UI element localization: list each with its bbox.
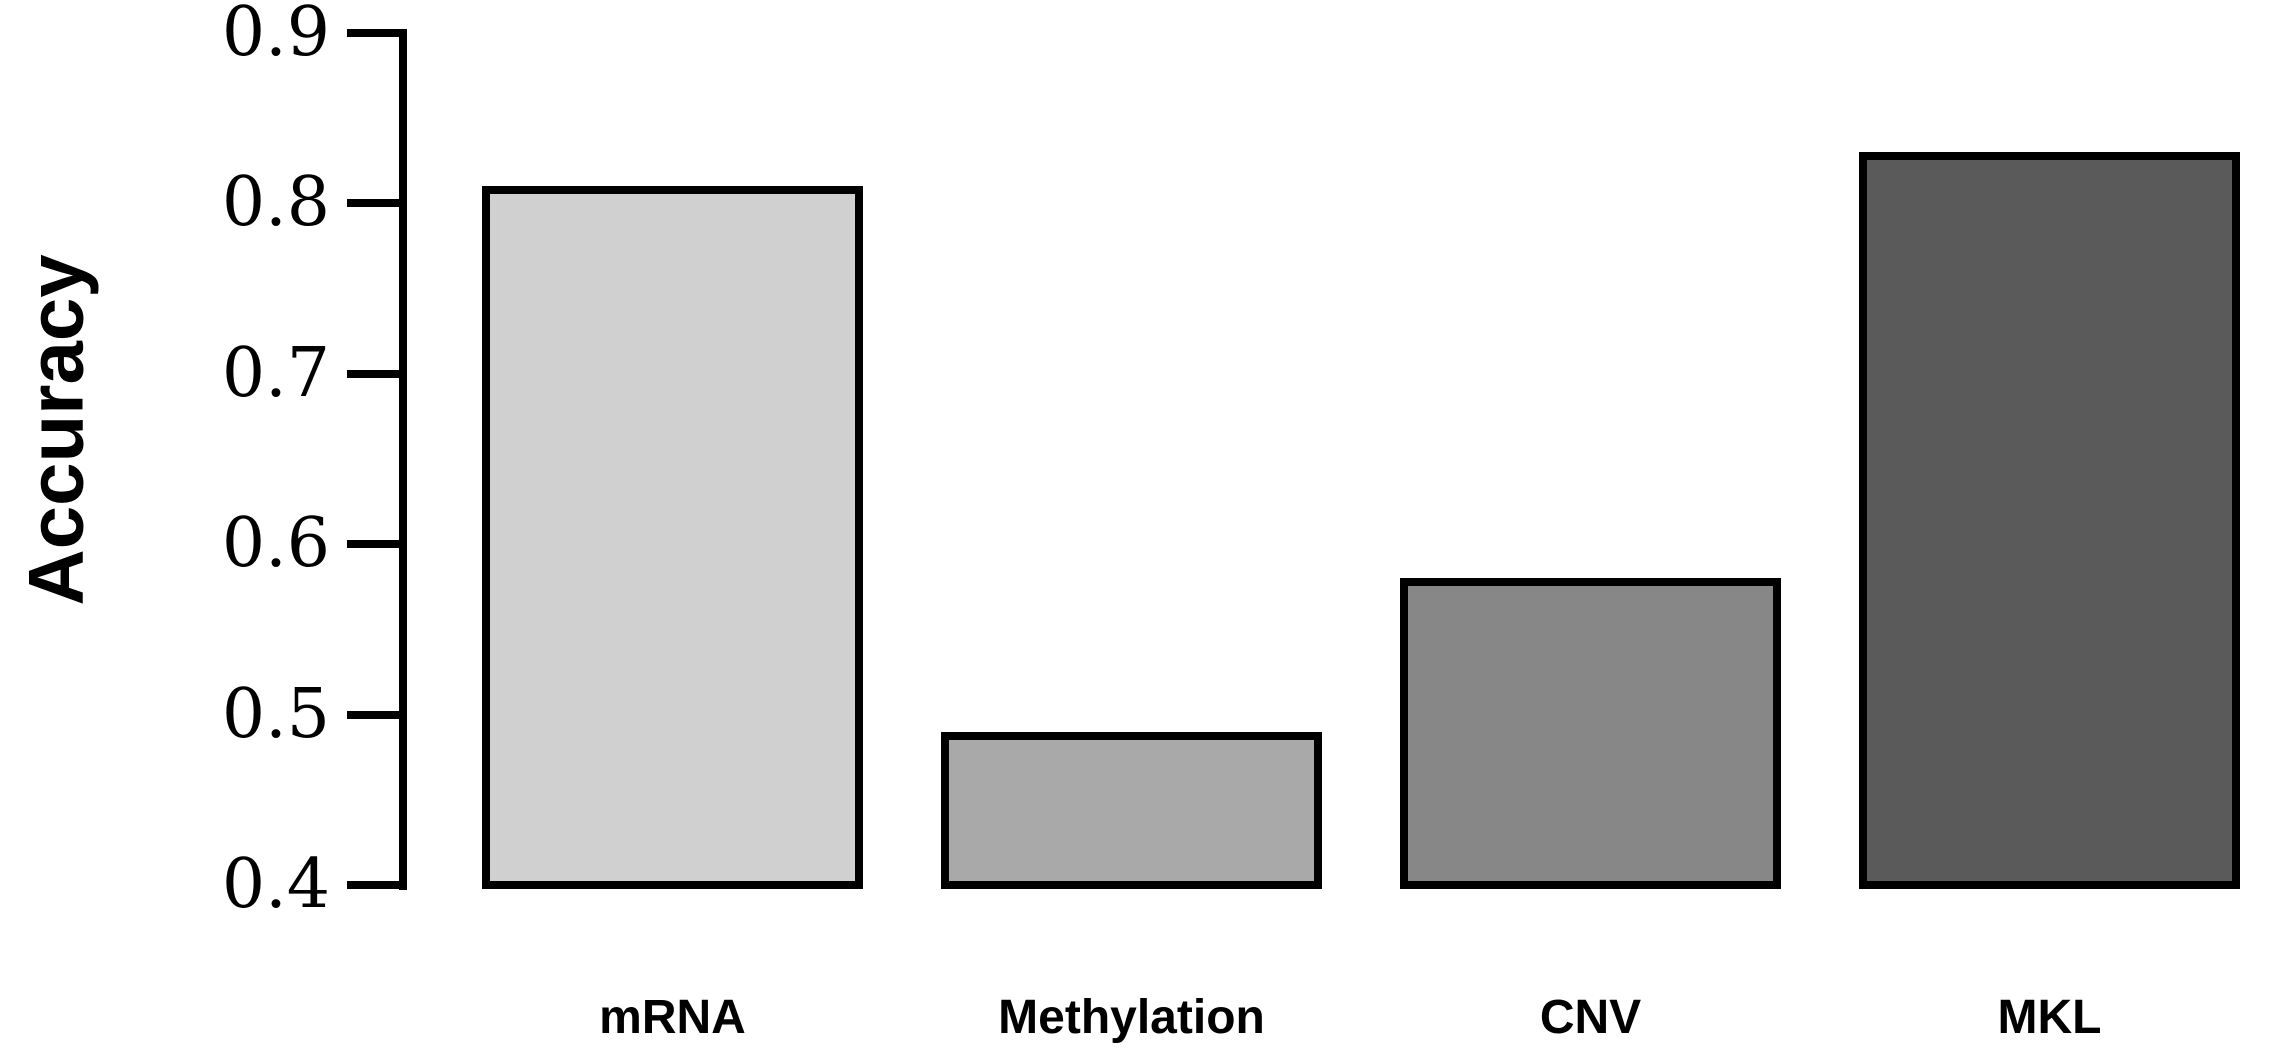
y-tick-label: 0.7 xyxy=(221,333,330,413)
x-axis-label-MKL: MKL xyxy=(1997,991,2102,1044)
y-axis-line xyxy=(399,29,407,890)
y-tick-mark xyxy=(347,29,403,37)
bar-CNV xyxy=(1400,578,1781,889)
x-axis-label-Methylation: Methylation xyxy=(998,991,1265,1044)
bar-Methylation xyxy=(941,731,1322,889)
x-axis-label-mRNA: mRNA xyxy=(599,991,746,1044)
y-tick-mark xyxy=(347,369,403,378)
y-tick-label: 0.5 xyxy=(221,674,330,754)
x-axis-label-CNV: CNV xyxy=(1539,991,1642,1044)
y-tick-label: 0.8 xyxy=(221,163,330,243)
y-tick-label: 0.4 xyxy=(221,845,330,924)
y-tick-mark xyxy=(347,199,403,208)
y-tick-label: 0.9 xyxy=(221,0,330,72)
y-tick-mark xyxy=(347,881,403,889)
bar-MKL xyxy=(1859,152,2240,889)
bar-mRNA xyxy=(482,186,863,889)
y-tick-mark xyxy=(347,540,403,549)
y-tick-mark xyxy=(347,710,403,719)
y-tick-label: 0.6 xyxy=(221,504,330,584)
